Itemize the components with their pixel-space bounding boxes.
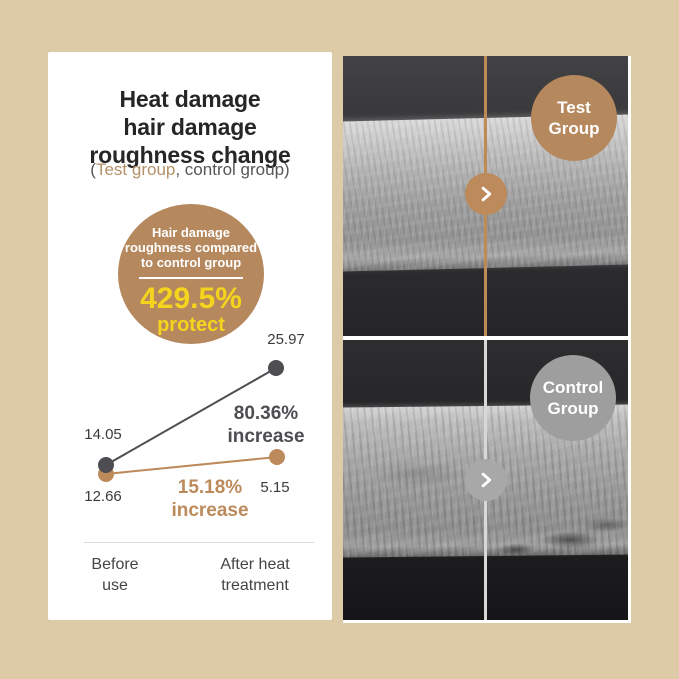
before-line-1: Before	[91, 556, 139, 573]
chevron-right-icon	[481, 186, 492, 202]
page-title: Heat damage hair damage roughness change	[48, 85, 332, 169]
badge-caption-line-2: roughness compared	[124, 240, 258, 255]
badge-caption-line-1: Hair damage	[151, 225, 231, 240]
control-change-label: 80.36% increase	[227, 402, 304, 448]
data-point-test-after	[269, 449, 285, 465]
value-label-test-after: 5.15	[260, 479, 290, 496]
test-group-badge: Test Group	[531, 75, 617, 161]
chevron-right-icon	[481, 472, 492, 488]
x-axis-label-after: After heat treatment	[220, 554, 289, 596]
data-point-control-before	[98, 457, 114, 473]
subtitle: (Test group, control group)	[48, 160, 332, 180]
value-label-control-after: 25.97	[267, 331, 305, 348]
subtitle-paren: (	[90, 160, 96, 179]
test-change-percent: 15.18%	[177, 477, 243, 498]
test-group-line	[105, 456, 278, 475]
after-line-2: treatment	[221, 577, 289, 594]
badge-caption-line-3: to control group	[140, 255, 242, 270]
chevron-circle	[465, 459, 507, 501]
subtitle-control-group: , control group)	[175, 160, 290, 179]
subtitle-test-group: Test group	[95, 160, 176, 179]
after-line-1: After heat	[220, 556, 290, 573]
stats-card: Heat damage hair damage roughness change…	[48, 52, 332, 620]
sem-panel-test-group: Test Group	[343, 56, 628, 336]
x-axis-line	[84, 542, 314, 543]
title-line-1: Heat damage	[119, 86, 261, 113]
control-change-word: increase	[227, 426, 305, 447]
data-point-test-before	[98, 466, 114, 482]
chevron-circle	[465, 173, 507, 215]
test-group-badge-line-1: Test	[557, 98, 591, 117]
data-point-control-after	[268, 360, 284, 376]
test-change-label: 15.18% increase	[171, 476, 248, 522]
value-label-control-before: 14.05	[84, 426, 122, 443]
control-group-badge: Control Group	[530, 355, 616, 441]
x-axis-label-before: Before use	[91, 554, 138, 596]
title-line-3: roughness change	[89, 142, 291, 169]
title-line-2: hair damage	[123, 114, 257, 141]
sem-panel-control-group: Control Group	[343, 340, 628, 620]
test-change-word: increase	[171, 500, 249, 521]
test-group-badge-line-2: Group	[548, 119, 600, 138]
badge-caption: Hair damage roughness compared to contro…	[118, 204, 264, 270]
protect-label: protect	[157, 314, 225, 336]
protect-percentage-value: 429.5%	[140, 282, 242, 315]
value-label-test-before: 12.66	[84, 488, 122, 505]
badge-divider	[139, 277, 243, 279]
control-change-percent: 80.36%	[233, 403, 299, 424]
before-line-2: use	[102, 577, 128, 594]
control-group-badge-line-2: Group	[547, 399, 599, 418]
control-group-badge-line-1: Control	[542, 378, 604, 397]
sem-image-stack: Test Group Control Group	[343, 56, 631, 623]
protect-percentage-badge: Hair damage roughness compared to contro…	[118, 204, 264, 344]
